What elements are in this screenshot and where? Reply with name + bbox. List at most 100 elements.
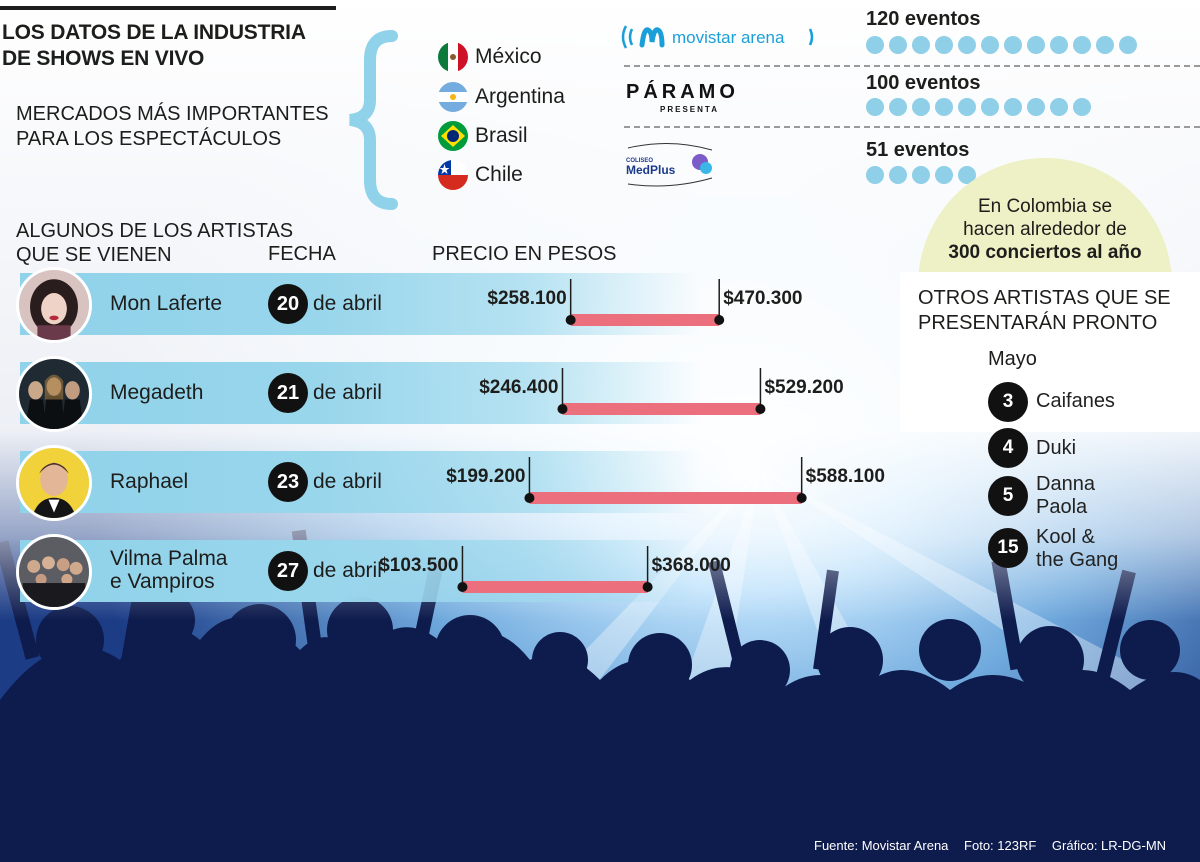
other-artists-title-line2: PRESENTARÁN PRONTO	[918, 312, 1158, 334]
paramo-presenta-logo: PÁRAMO PRESENTA	[626, 80, 739, 114]
price-max-marker	[642, 582, 653, 592]
event-dot	[889, 36, 907, 54]
main-title-line2: DE SHOWS EN VIVO	[2, 47, 205, 70]
price-max-marker	[796, 493, 807, 503]
event-dot	[866, 36, 884, 54]
artist-date-day: 20	[268, 284, 308, 324]
other-artist-name-line2: Paola	[1036, 496, 1088, 518]
paramo-logo-text: PÁRAMO	[626, 80, 739, 103]
event-dot	[1073, 36, 1091, 54]
event-dot	[958, 36, 976, 54]
price-max-marker	[714, 315, 725, 325]
price-max-marker	[755, 404, 766, 414]
market-argentina: Argentina	[438, 82, 565, 112]
other-artist-name: Kool & the Gang	[1036, 526, 1156, 572]
price-min-marker	[524, 493, 535, 503]
medplus-logo-text: MedPlus	[626, 163, 676, 177]
artist-photo-megadeth	[16, 356, 92, 432]
artist-date-month: de abril	[313, 292, 382, 315]
other-artist-name: Duki	[1036, 437, 1156, 460]
event-dot	[1004, 98, 1022, 116]
price-max-label: $470.300	[723, 288, 803, 309]
event-dot	[889, 98, 907, 116]
market-label: Argentina	[475, 85, 565, 108]
markets-title-line2: PARA LOS ESPECTÁCULOS	[16, 128, 282, 150]
event-dot	[935, 166, 953, 184]
market-chile: Chile	[438, 160, 523, 190]
mexico-flag-icon	[438, 42, 468, 72]
market-label: México	[475, 45, 542, 68]
main-title-line1: LOS DATOS DE LA INDUSTRIA	[2, 21, 306, 44]
artist-name: Mon Laferte	[110, 292, 250, 315]
venue-events-paramo: 100 eventos	[866, 72, 981, 94]
venue-events-medplus: 51 eventos	[866, 139, 970, 161]
colombia-circle-mask	[900, 272, 1200, 432]
event-dot	[912, 98, 930, 116]
colombia-note-line2: hacen alrededor de	[963, 219, 1127, 240]
market-mexico: México	[438, 42, 542, 72]
artist-name: Megadeth	[110, 381, 250, 404]
colombia-note: En Colombia se hacen alrededor de 300 co…	[918, 195, 1172, 264]
medplus-logo-sub: COLISEO	[626, 158, 653, 164]
price-range-bar	[562, 403, 761, 415]
price-min-marker	[565, 315, 576, 325]
event-dot	[1073, 98, 1091, 116]
event-dot	[1027, 98, 1045, 116]
artists-title-line2: QUE SE VIENEN	[16, 244, 172, 266]
event-dot	[958, 166, 976, 184]
artist-photo-raphael	[16, 445, 92, 521]
paramo-logo-sub: PRESENTA	[660, 105, 719, 114]
other-artist-day: 5	[988, 476, 1028, 516]
colombia-note-line1: En Colombia se	[977, 196, 1113, 217]
date-column-header: FECHA	[268, 243, 336, 265]
other-artist-name-line1: Caifanes	[1036, 390, 1115, 412]
other-artist-day: 15	[988, 528, 1028, 568]
markets-title: MERCADOS MÁS IMPORTANTES PARA LOS ESPECT…	[16, 102, 336, 152]
footer-source: Fuente: Movistar Arena	[814, 838, 949, 853]
artist-name-line2: e Vampiros	[110, 570, 215, 593]
artist-name-line1: Raphael	[110, 470, 189, 493]
colombia-note-line3: 300 conciertos al año	[948, 242, 1142, 263]
artist-date-month: de abril	[313, 470, 382, 493]
price-max-label: $368.000	[651, 555, 731, 576]
price-min-label: $246.400	[479, 377, 559, 398]
price-range-bar	[529, 492, 802, 504]
markets-title-line1: MERCADOS MÁS IMPORTANTES	[16, 103, 329, 125]
price-min-label: $258.100	[487, 288, 567, 309]
venue-separator	[624, 126, 1200, 128]
event-dot	[981, 36, 999, 54]
coliseo-medplus-logo: COLISEO MedPlus	[626, 143, 713, 187]
event-dot	[912, 166, 930, 184]
artist-photo-vilma-palma	[16, 534, 92, 610]
other-artists-month: Mayo	[988, 348, 1037, 370]
artists-section-title: ALGUNOS DE LOS ARTISTAS QUE SE VIENEN	[16, 219, 306, 267]
other-artists-title-line1: OTROS ARTISTAS QUE SE	[918, 287, 1171, 309]
event-dot	[981, 98, 999, 116]
other-artist-name-line2: the Gang	[1036, 549, 1119, 571]
artist-date-day: 27	[268, 551, 308, 591]
chile-flag-icon	[438, 160, 468, 190]
top-rule	[0, 6, 336, 10]
venue-events-movistar: 120 eventos	[866, 8, 981, 30]
event-dot	[889, 166, 907, 184]
other-artists-title: OTROS ARTISTAS QUE SE PRESENTARÁN PRONTO	[918, 286, 1198, 336]
movistar-logo-text: movistar arena	[672, 28, 785, 47]
credits-footer: Fuente: Movistar Arena Foto: 123RF Gráfi…	[814, 838, 1178, 853]
artist-date-month: de abril	[313, 559, 382, 582]
other-artist-name: Caifanes	[1036, 390, 1156, 413]
event-dot	[1027, 36, 1045, 54]
event-dot	[1050, 36, 1068, 54]
event-dot	[1096, 36, 1114, 54]
brazil-flag-icon	[438, 121, 468, 151]
price-max-label: $588.100	[805, 466, 885, 487]
event-dot	[935, 36, 953, 54]
artist-date-month: de abril	[313, 381, 382, 404]
event-dot	[1050, 98, 1068, 116]
market-label: Chile	[475, 163, 523, 186]
price-min-marker	[557, 404, 568, 414]
argentina-flag-icon	[438, 82, 468, 112]
other-artist-day: 3	[988, 382, 1028, 422]
footer-graphic: Gráfico: LR-DG-MN	[1051, 838, 1167, 853]
artists-title-line1: ALGUNOS DE LOS ARTISTAS	[16, 220, 294, 242]
